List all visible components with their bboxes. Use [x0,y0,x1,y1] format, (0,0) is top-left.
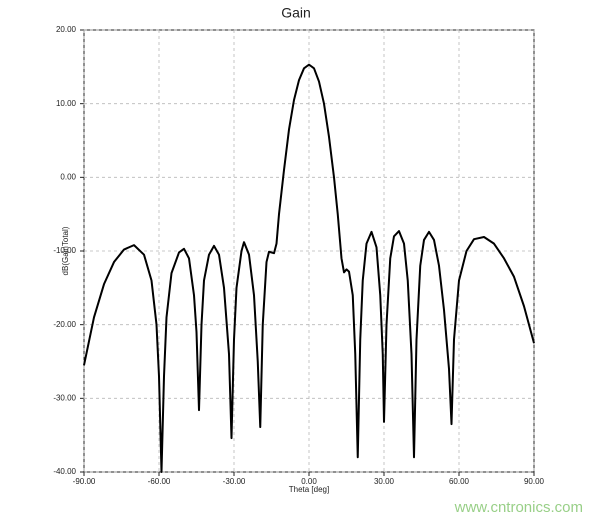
watermark: www.cntronics.com [454,499,583,516]
x-tick-label: -30.00 [223,477,246,486]
x-tick-label: 60.00 [449,477,470,486]
y-tick-label: -10.00 [53,246,76,255]
chart-title: Gain [281,5,311,21]
y-tick-label: -20.00 [53,320,76,329]
x-tick-label: -60.00 [148,477,171,486]
x-tick-label: 30.00 [374,477,395,486]
y-tick-label: -40.00 [53,467,76,476]
x-tick-label: 90.00 [524,477,545,486]
y-axis-label: dB(GainTotal) [61,226,70,275]
x-axis-label: Theta [deg] [289,485,329,494]
y-tick-label: -30.00 [53,393,76,402]
x-tick-label: 0.00 [301,477,317,486]
y-tick-label: 10.00 [56,99,77,108]
x-tick-label: -90.00 [73,477,96,486]
gain-line [83,63,535,473]
y-tick-label: 20.00 [56,25,77,34]
y-tick-label: 0.00 [60,172,76,181]
